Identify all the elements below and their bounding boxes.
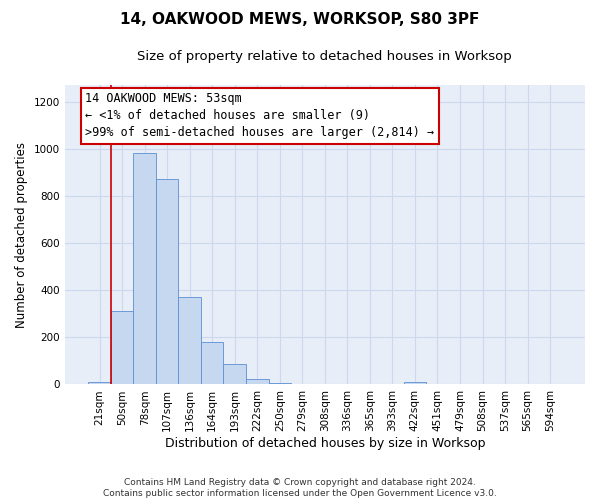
Bar [111, 312, 133, 384]
Title: Size of property relative to detached houses in Worksop: Size of property relative to detached ho… [137, 50, 512, 63]
Bar [223, 364, 246, 384]
Bar [201, 342, 223, 384]
Bar [88, 382, 111, 384]
Bar [178, 297, 201, 384]
Bar [404, 382, 426, 384]
X-axis label: Distribution of detached houses by size in Worksop: Distribution of detached houses by size … [164, 437, 485, 450]
Text: 14, OAKWOOD MEWS, WORKSOP, S80 3PF: 14, OAKWOOD MEWS, WORKSOP, S80 3PF [121, 12, 479, 28]
Bar [133, 154, 156, 384]
Bar [156, 180, 178, 384]
Bar [246, 378, 269, 384]
Text: 14 OAKWOOD MEWS: 53sqm
← <1% of detached houses are smaller (9)
>99% of semi-det: 14 OAKWOOD MEWS: 53sqm ← <1% of detached… [85, 92, 434, 140]
Text: Contains HM Land Registry data © Crown copyright and database right 2024.
Contai: Contains HM Land Registry data © Crown c… [103, 478, 497, 498]
Y-axis label: Number of detached properties: Number of detached properties [15, 142, 28, 328]
